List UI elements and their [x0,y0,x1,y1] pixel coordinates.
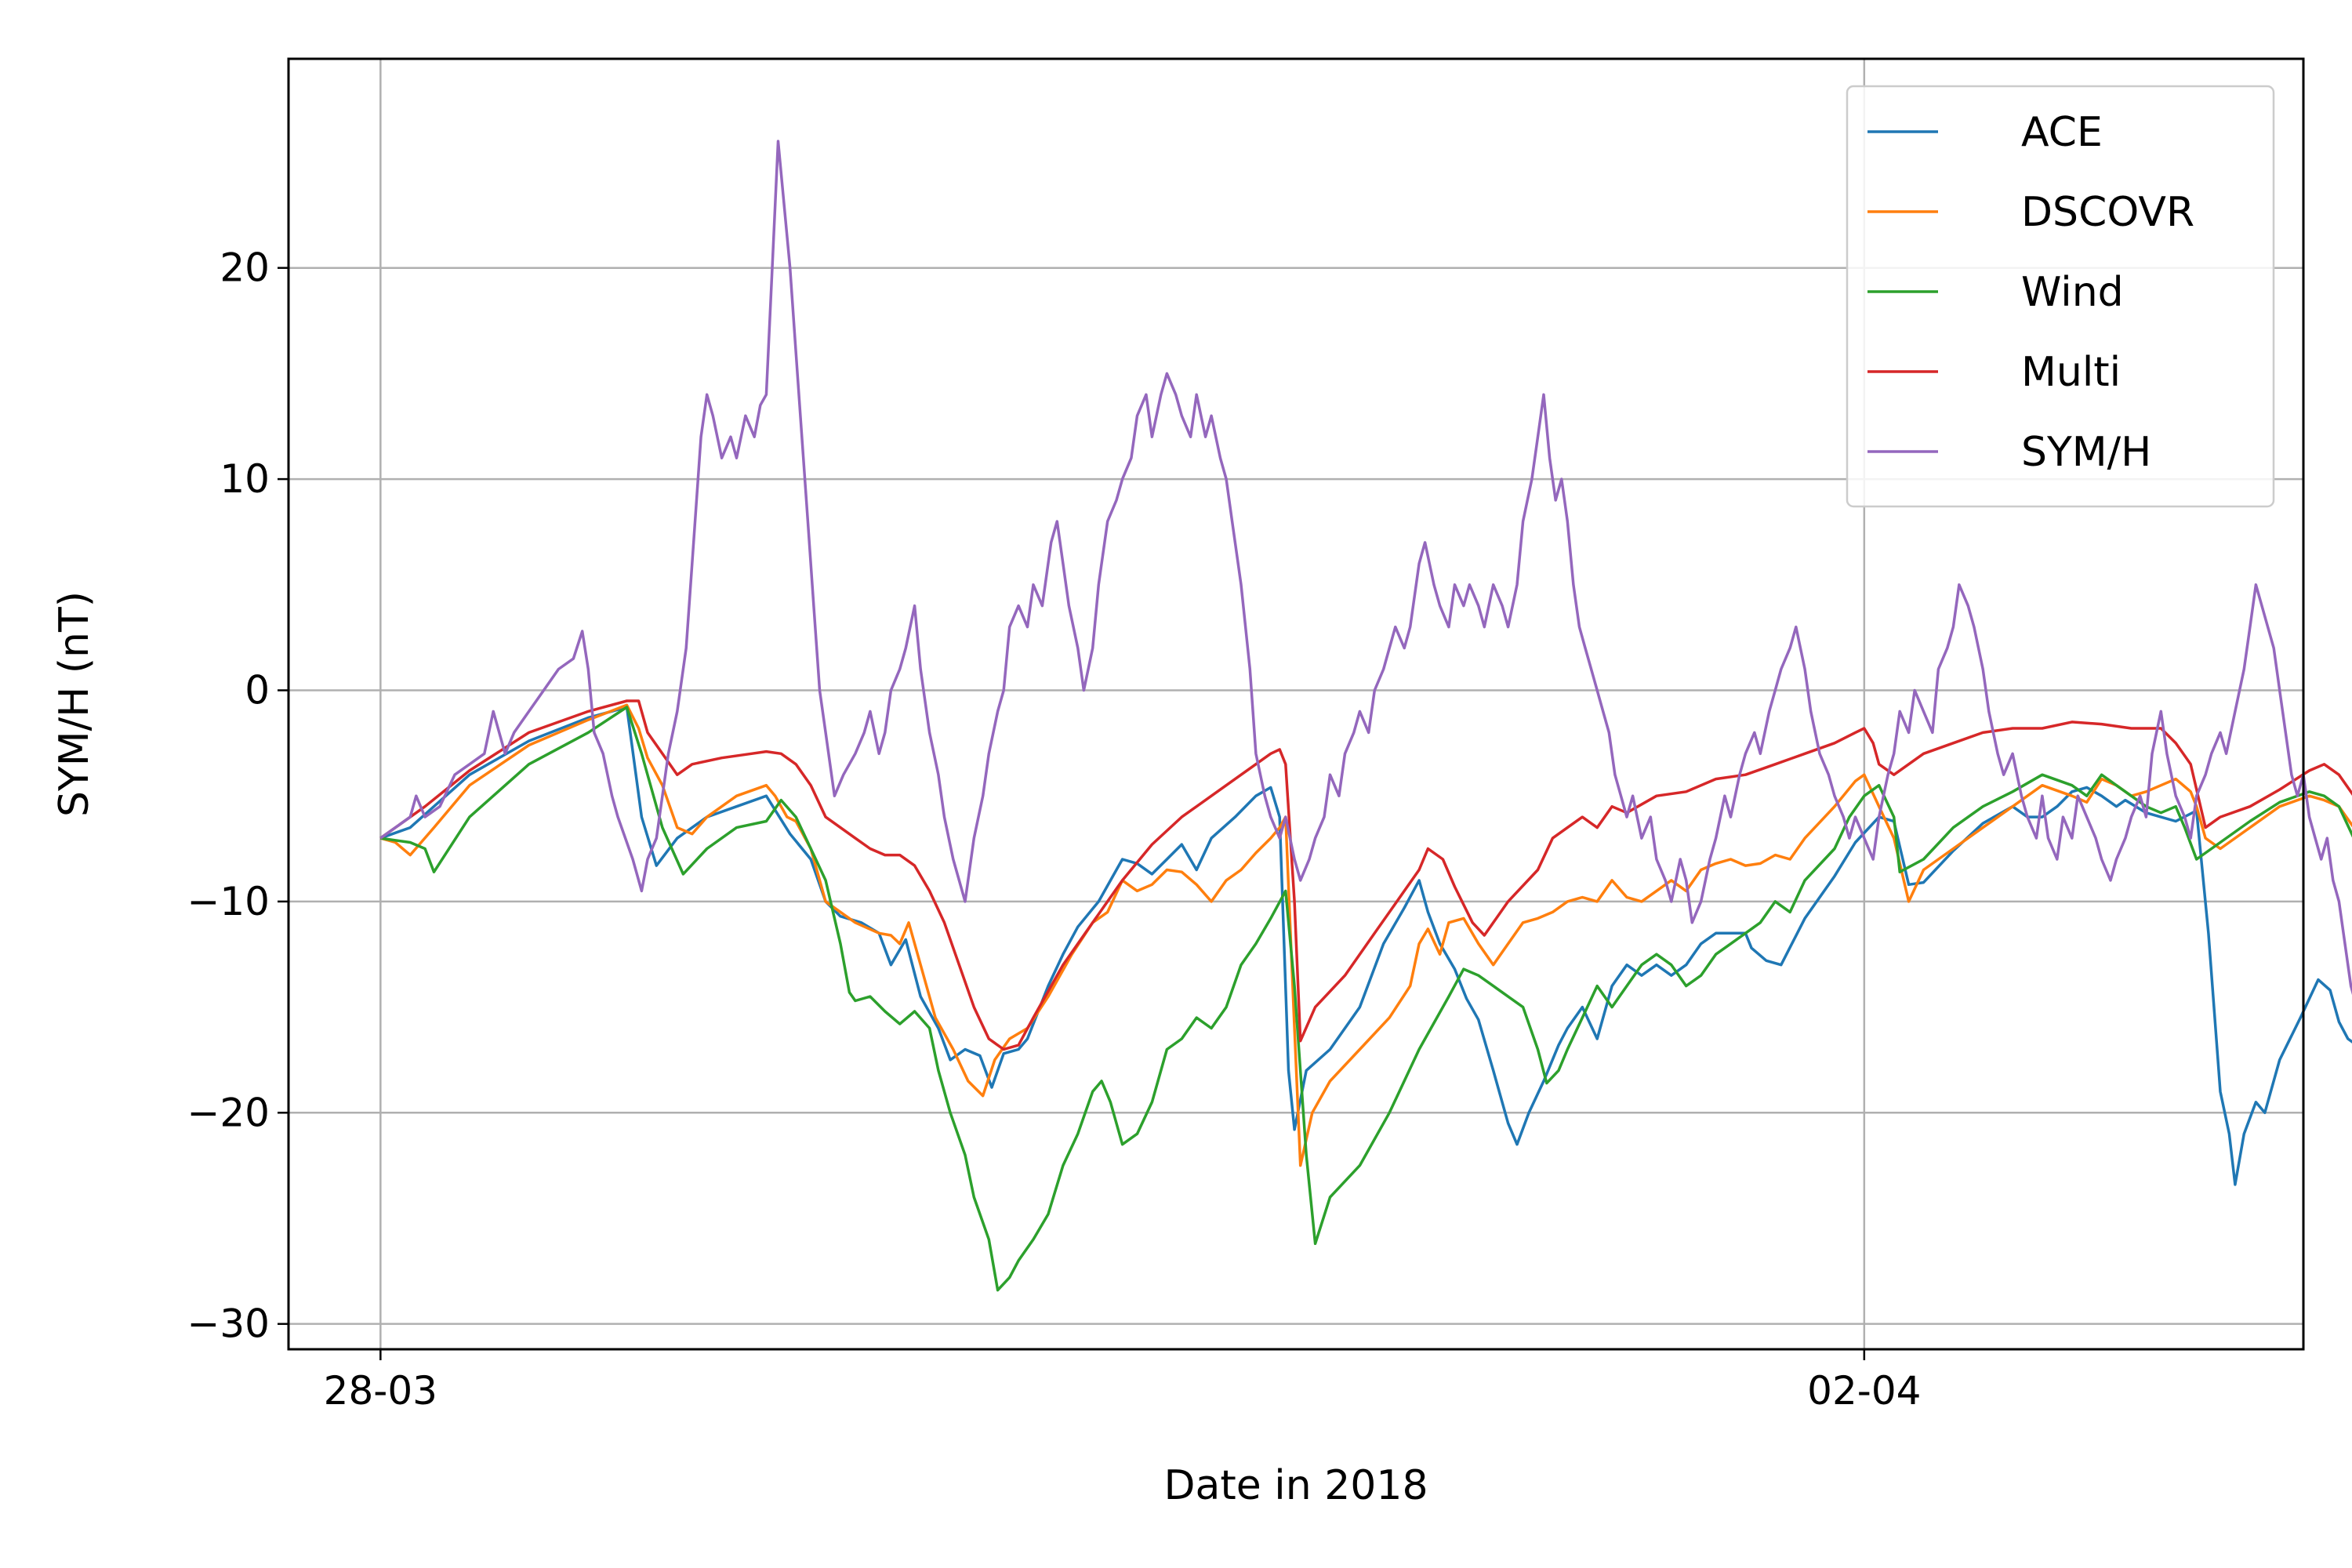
series-line-ace [379,706,2352,1186]
legend-box [1846,85,2275,508]
series-line-wind [380,706,2352,1292]
legend-label: SYM/H [2021,429,2151,476]
x-tick-label: 28-03 [324,1368,437,1414]
series-line-sym-h [379,140,2352,996]
legend-label: DSCOVR [2021,189,2194,236]
y-tick-label: −10 [187,879,270,924]
legend-label: Wind [2021,269,2124,316]
plot-frame [287,57,2305,1351]
legend-label: ACE [2021,109,2103,156]
series-layer [379,140,2352,1292]
legend: ACE DSCOVR Wind Multi SYM/H [1846,85,2275,508]
series-line-multi [379,699,2352,1051]
y-axis-title: SYM/H (nT) [51,591,98,817]
y-tick-label: 0 [245,667,270,713]
y-tick-label: −20 [187,1090,270,1135]
x-tick-label: 02-04 [1807,1368,1921,1414]
y-tick-label: 10 [220,456,270,502]
y-tick-label: 20 [220,245,270,291]
grid-layer [289,59,2303,1349]
series-line-dscovr [379,703,2352,1167]
x-axis-title: Date in 2018 [1163,1462,1428,1509]
legend-label: Multi [2021,349,2121,396]
tick-layer: −30 −20 −10 0 10 20 28-03 02-04 [187,245,1921,1414]
y-tick-label: −30 [187,1301,270,1347]
